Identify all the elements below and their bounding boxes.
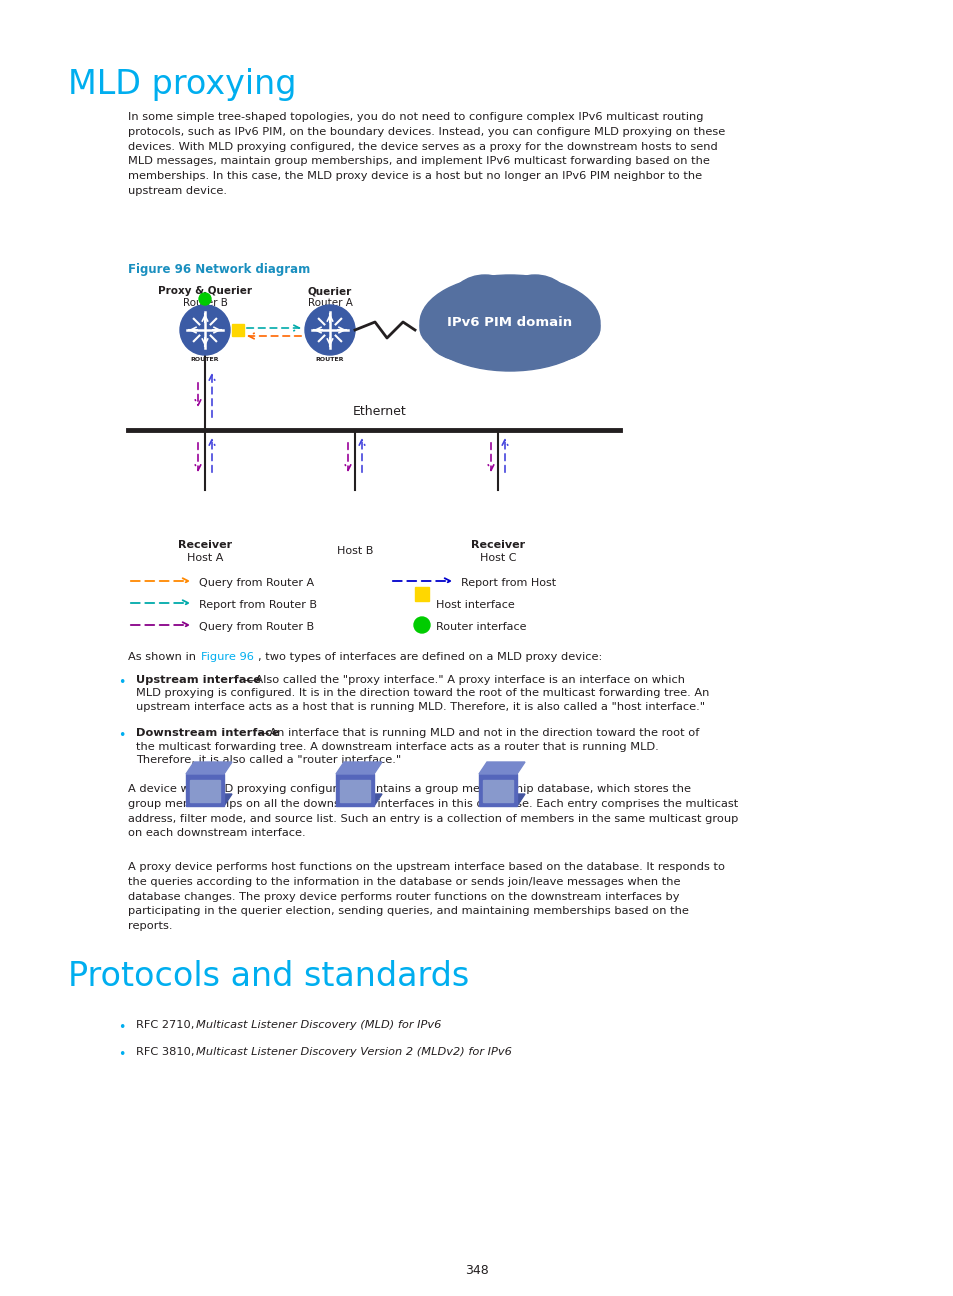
Text: Upstream interface: Upstream interface: [136, 675, 261, 686]
Text: Proxy & Querier: Proxy & Querier: [158, 286, 252, 295]
Polygon shape: [186, 774, 224, 806]
Text: MLD proxying: MLD proxying: [68, 67, 296, 101]
Text: Query from Router A: Query from Router A: [199, 578, 314, 588]
Text: Router B: Router B: [182, 298, 227, 308]
Text: Host A: Host A: [187, 553, 223, 562]
Text: upstream interface acts as a host that is running MLD. Therefore, it is also cal: upstream interface acts as a host that i…: [136, 702, 704, 712]
Text: Downstream interface: Downstream interface: [136, 728, 279, 737]
Polygon shape: [335, 762, 381, 774]
Polygon shape: [186, 762, 232, 774]
Polygon shape: [478, 762, 524, 774]
Text: Host interface: Host interface: [436, 600, 515, 610]
Text: Router A: Router A: [307, 298, 352, 308]
Text: IPv6 PIM domain: IPv6 PIM domain: [447, 316, 572, 329]
Text: Ethernet: Ethernet: [353, 404, 406, 419]
Text: Receiver: Receiver: [471, 540, 524, 550]
Polygon shape: [339, 780, 370, 802]
Text: In some simple tree-shaped topologies, you do not need to configure complex IPv6: In some simple tree-shaped topologies, y…: [128, 111, 724, 196]
Text: Figure 96 Network diagram: Figure 96 Network diagram: [128, 263, 310, 276]
Text: 348: 348: [465, 1264, 488, 1277]
Text: Router interface: Router interface: [436, 622, 526, 632]
Text: A proxy device performs host functions on the upstream interface based on the da: A proxy device performs host functions o…: [128, 862, 724, 932]
Polygon shape: [335, 774, 374, 806]
Text: Report from Host: Report from Host: [460, 578, 556, 588]
Text: Multicast Listener Discovery (MLD) for IPv6: Multicast Listener Discovery (MLD) for I…: [195, 1020, 441, 1030]
Text: Receiver: Receiver: [178, 540, 232, 550]
Circle shape: [414, 617, 430, 632]
Circle shape: [305, 305, 355, 355]
Bar: [415, 587, 429, 601]
Text: Querier: Querier: [308, 286, 352, 295]
Ellipse shape: [539, 306, 599, 350]
Text: Protocols and standards: Protocols and standards: [68, 960, 469, 993]
Text: •: •: [118, 1021, 125, 1034]
Text: Host C: Host C: [479, 553, 516, 562]
Text: the multicast forwarding tree. A downstream interface acts as a router that is r: the multicast forwarding tree. A downstr…: [136, 741, 659, 752]
Text: ROUTER: ROUTER: [191, 356, 219, 362]
Circle shape: [180, 305, 230, 355]
Text: Report from Router B: Report from Router B: [199, 600, 316, 610]
Text: —Also called the "proxy interface." A proxy interface is an interface on which: —Also called the "proxy interface." A pr…: [244, 675, 684, 686]
Ellipse shape: [450, 275, 519, 330]
Ellipse shape: [419, 306, 479, 350]
Text: Figure 96: Figure 96: [201, 652, 253, 662]
Ellipse shape: [424, 301, 504, 362]
Text: Host B: Host B: [336, 546, 373, 556]
Text: RFC 2710,: RFC 2710,: [136, 1020, 198, 1030]
Polygon shape: [482, 780, 513, 802]
Polygon shape: [478, 774, 517, 806]
Text: Query from Router B: Query from Router B: [199, 622, 314, 632]
Text: As shown in: As shown in: [128, 652, 199, 662]
Text: •: •: [118, 677, 125, 689]
Ellipse shape: [499, 275, 569, 330]
Text: RFC 3810,: RFC 3810,: [136, 1047, 198, 1058]
Bar: [232, 324, 244, 336]
Text: , two types of interfaces are defined on a MLD proxy device:: , two types of interfaces are defined on…: [257, 652, 601, 662]
Polygon shape: [335, 794, 381, 806]
Text: Therefore, it is also called a "router interface.": Therefore, it is also called a "router i…: [136, 756, 401, 765]
Text: Multicast Listener Discovery Version 2 (MLDv2) for IPv6: Multicast Listener Discovery Version 2 (…: [195, 1047, 512, 1058]
Polygon shape: [478, 794, 524, 806]
Text: MLD proxying is configured. It is in the direction toward the root of the multic: MLD proxying is configured. It is in the…: [136, 688, 709, 699]
Ellipse shape: [419, 275, 599, 371]
Ellipse shape: [459, 314, 559, 369]
Text: —An interface that is running MLD and not in the direction toward the root of: —An interface that is running MLD and no…: [257, 728, 699, 737]
Circle shape: [199, 293, 211, 305]
Polygon shape: [190, 780, 220, 802]
Text: •: •: [118, 1048, 125, 1061]
Text: ROUTER: ROUTER: [315, 356, 344, 362]
Ellipse shape: [515, 301, 595, 362]
Text: •: •: [118, 728, 125, 743]
Polygon shape: [186, 794, 232, 806]
Text: A device with MLD proxying configured maintains a group membership database, whi: A device with MLD proxying configured ma…: [128, 784, 738, 839]
